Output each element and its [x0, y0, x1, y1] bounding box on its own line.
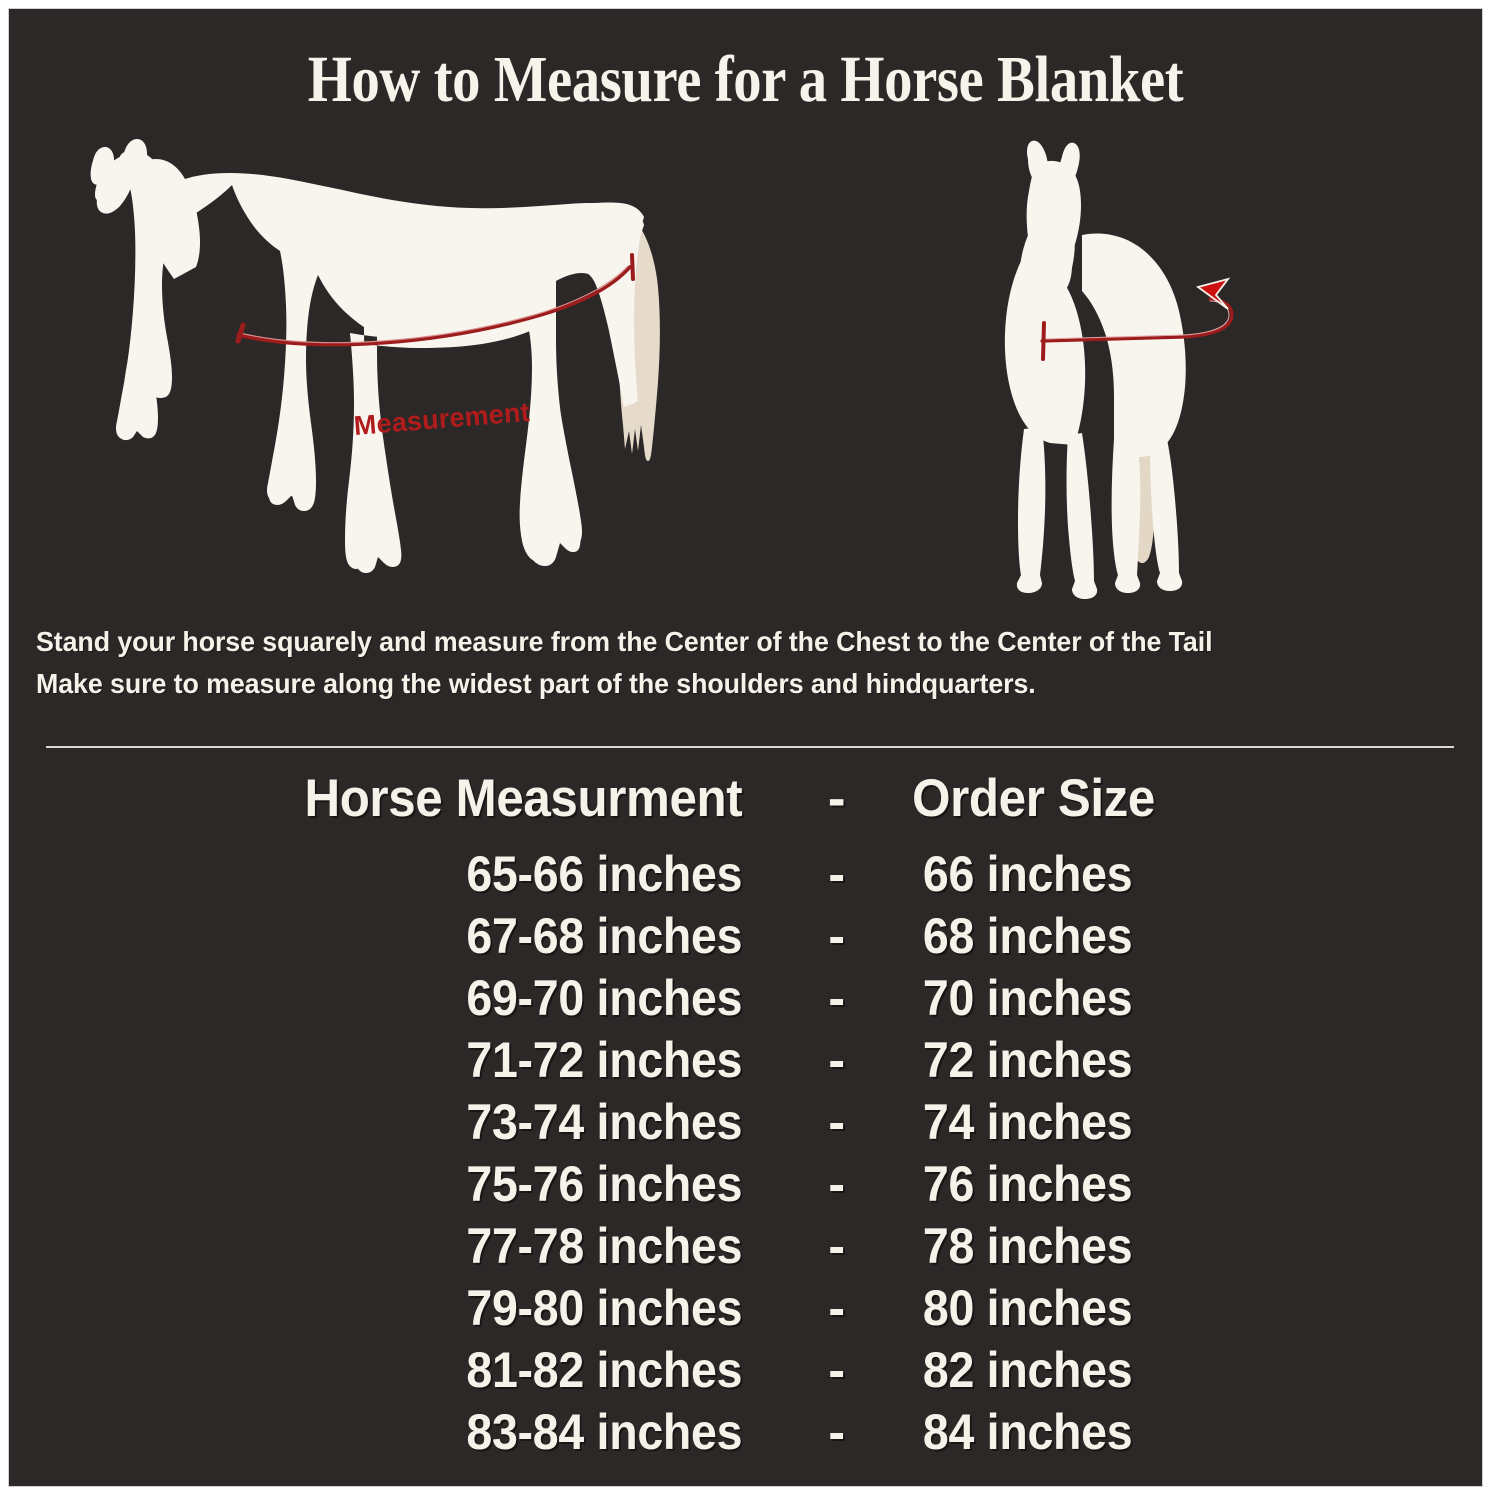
table-row: 65-66 inches - 66 inches [9, 843, 1484, 905]
horse-front-leg-right [1066, 433, 1098, 599]
cell-size: 70 inches [922, 970, 1132, 1026]
dark-panel: How to Measure for a Horse Blanket [8, 8, 1483, 1487]
header-order-size: Order Size [911, 769, 1155, 828]
cell-dash: - [828, 1156, 845, 1212]
cell-size: 80 inches [922, 1280, 1132, 1336]
instructions-line-1: Stand your horse squarely and measure fr… [36, 626, 1213, 657]
cell-measurement: 65-66 inches [466, 846, 743, 902]
section-divider [46, 746, 1454, 748]
cell-size: 78 inches [922, 1218, 1132, 1274]
cell-measurement: 71-72 inches [466, 1032, 743, 1088]
instructions-line-2: Make sure to measure along the widest pa… [36, 667, 1036, 699]
table-row: 75-76 inches - 76 inches [9, 1153, 1484, 1215]
horse-body-side-shape [116, 150, 644, 569]
table-header-row: Horse Measurment - Order Size [9, 765, 1484, 833]
cell-measurement: 73-74 inches [466, 1094, 743, 1150]
table-row: 81-82 inches - 82 inches [9, 1339, 1484, 1401]
table-row: 67-68 inches - 68 inches [9, 905, 1484, 967]
horse-ear-rear-1 [1027, 140, 1049, 186]
cell-size: 68 inches [922, 908, 1132, 964]
cell-size: 72 inches [922, 1032, 1132, 1088]
horse-front-leg-left [1016, 427, 1046, 593]
cell-measurement: 81-82 inches [466, 1342, 743, 1398]
horse-ear-side-1 [90, 147, 114, 185]
cell-size: 66 inches [922, 846, 1132, 902]
cell-size: 76 inches [922, 1156, 1132, 1212]
horse-hind-leg-left [1111, 439, 1141, 593]
table-row: 77-78 inches - 78 inches [9, 1215, 1484, 1277]
horse-neck-rear [1019, 231, 1075, 279]
cell-dash: - [828, 1280, 845, 1336]
table-row: 69-70 inches - 70 inches [9, 967, 1484, 1029]
measurement-tick-tail [630, 253, 635, 281]
table-row: 73-74 inches - 74 inches [9, 1091, 1484, 1153]
cell-size: 84 inches [922, 1404, 1132, 1460]
horse-ear-rear-2 [1058, 142, 1080, 188]
cell-measurement: 75-76 inches [466, 1156, 743, 1212]
horse-hind-leg-right [1150, 439, 1183, 591]
table-row: 79-80 inches - 80 inches [9, 1277, 1484, 1339]
horse-neck-side [130, 159, 200, 279]
cell-size: 82 inches [922, 1342, 1132, 1398]
illustration-area: Measurement [9, 139, 1484, 609]
page-title: How to Measure for a Horse Blanket [307, 43, 1184, 116]
rear-horse-shape [1004, 140, 1186, 599]
cell-dash: - [828, 1342, 845, 1398]
horse-side-view [90, 139, 660, 573]
measurement-line-side-highlight [239, 265, 629, 344]
measurement-arrow-head [1195, 277, 1231, 310]
measurement-tick-chest [235, 322, 246, 344]
cell-dash: - [828, 846, 845, 902]
size-chart-table: Horse Measurment - Order Size 65-66 inch… [9, 765, 1484, 1463]
table-row: 83-84 inches - 84 inches [9, 1401, 1484, 1463]
cell-size: 74 inches [922, 1094, 1132, 1150]
table-row: 71-72 inches - 72 inches [9, 1029, 1484, 1091]
cell-dash: - [828, 1218, 845, 1274]
cell-dash: - [828, 1094, 845, 1150]
measurement-line-side [236, 265, 632, 347]
horse-hindquarters [1082, 233, 1186, 457]
header-dash: - [827, 769, 846, 828]
cell-measurement: 79-80 inches [466, 1280, 743, 1336]
cell-measurement: 67-68 inches [466, 908, 743, 964]
cell-dash: - [828, 908, 845, 964]
cell-dash: - [828, 1032, 845, 1088]
cell-measurement: 77-78 inches [466, 1218, 743, 1274]
cell-measurement: 69-70 inches [466, 970, 743, 1026]
instructions-text: Stand your horse squarely and measure fr… [36, 621, 1425, 705]
measurement-tick-rear [1041, 321, 1046, 361]
cell-measurement: 83-84 inches [466, 1404, 743, 1460]
header-measurement: Horse Measurment [304, 769, 743, 828]
horse-rear-view [1004, 140, 1234, 599]
cell-dash: - [828, 970, 845, 1026]
cell-dash: - [828, 1404, 845, 1460]
